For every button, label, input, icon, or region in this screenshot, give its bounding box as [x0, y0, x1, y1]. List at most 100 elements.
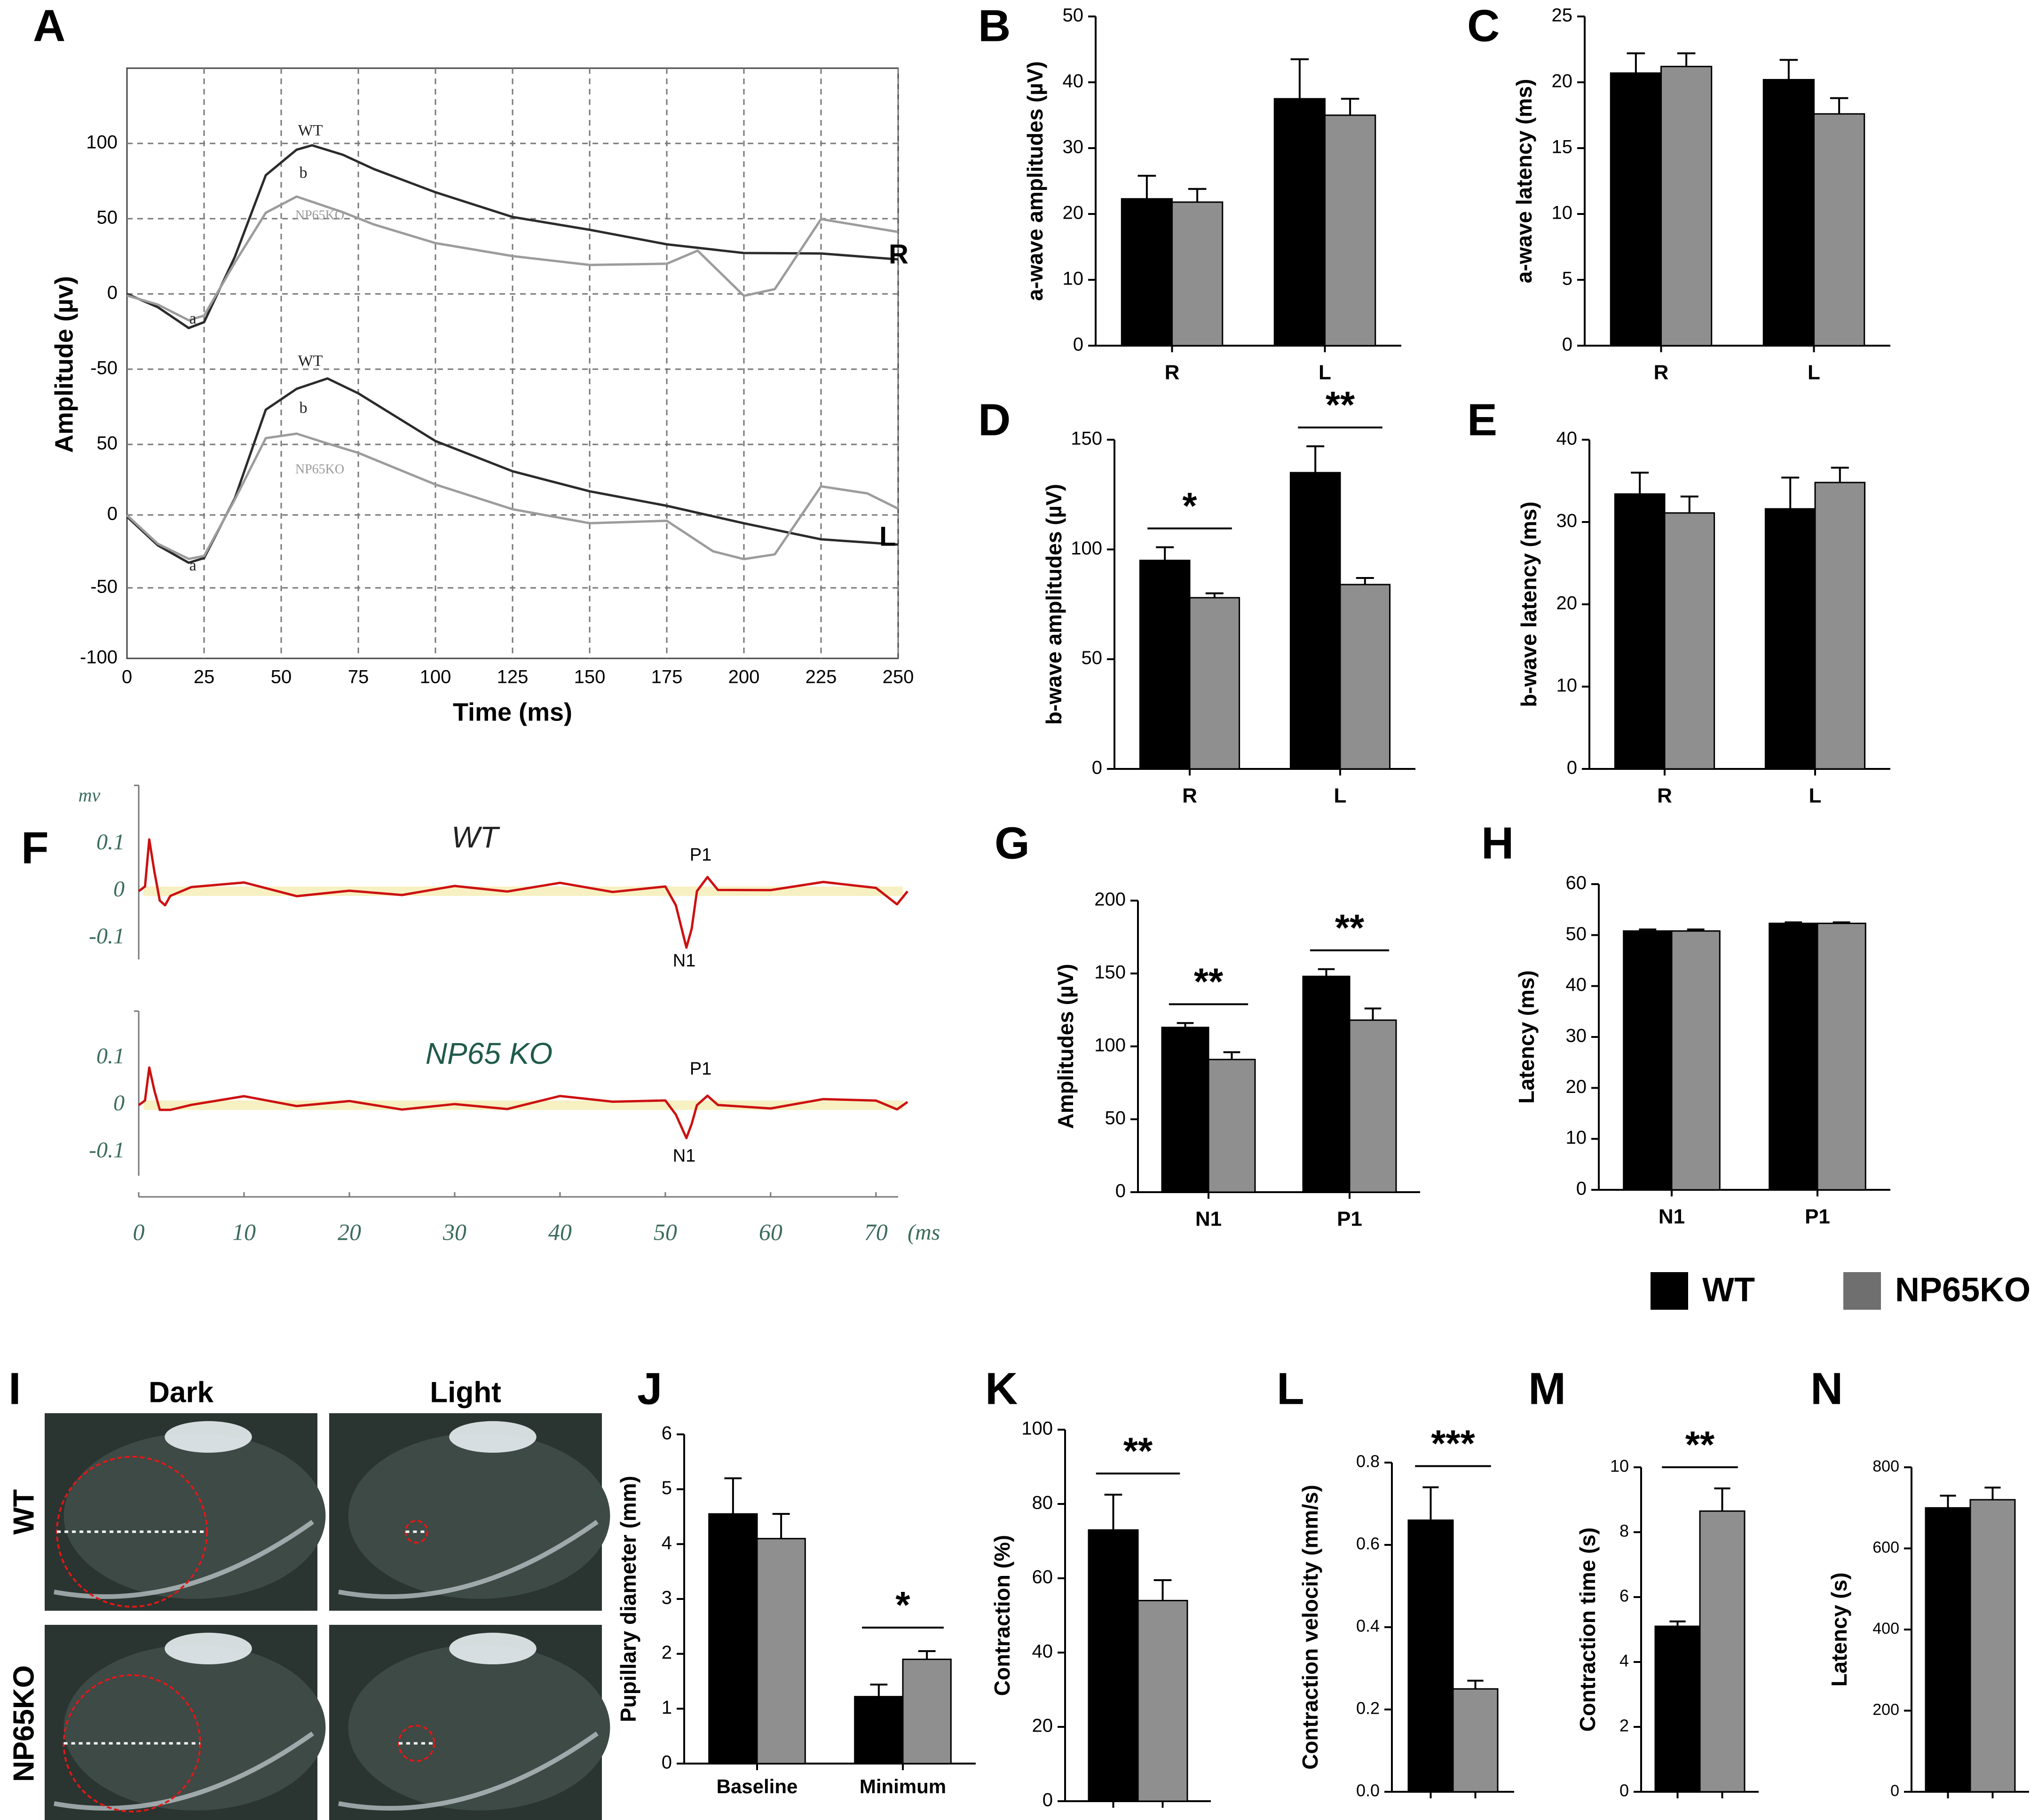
bar-np65ko-value: [1699, 1510, 1746, 1793]
y-tick-label: -0.1: [89, 1138, 125, 1163]
x-tick-label: 60: [759, 1219, 782, 1245]
x-tick-label: 0: [133, 1219, 145, 1245]
y-tick-label: 150: [1071, 428, 1102, 449]
trace-label: WT: [298, 122, 323, 139]
y-tick-label: 2: [1619, 1716, 1629, 1735]
x-tick-label: 30: [442, 1219, 466, 1245]
y-tick-label: 1: [662, 1697, 672, 1718]
significance-marker: **: [1194, 961, 1224, 1003]
bar-wt-r: [1121, 198, 1173, 347]
bar-wt-l: [1762, 79, 1815, 347]
channel-label-l: L: [879, 521, 896, 552]
bar-np65ko-n1: [1671, 930, 1721, 1191]
x-tick-label: L: [1319, 361, 1331, 384]
y-tick-label: 0: [1567, 758, 1577, 778]
y-tick-label: 0: [1562, 334, 1572, 355]
x-tick-label: P1: [1337, 1208, 1362, 1231]
trace-np65-ko: [138, 1066, 908, 1139]
eyelid-edge: [54, 1731, 314, 1811]
panel-I-eye-photos: Dark Light WT NP65KO: [8, 1376, 610, 1820]
y-tick-label: 0: [107, 504, 118, 524]
significance-marker: **: [1326, 384, 1355, 426]
y-tick-label: 0: [1619, 1781, 1629, 1800]
x-tick-label: 150: [574, 667, 606, 688]
y-tick-label: 200: [1094, 889, 1126, 910]
panel-letter-G: G: [995, 818, 1030, 868]
trace-label: NP65KO: [295, 208, 344, 222]
y-tick-label: 400: [1872, 1620, 1899, 1638]
bar-np65ko-value: [1969, 1499, 2016, 1793]
y-axis-label: Contraction velocity (mm/s): [1298, 1485, 1322, 1770]
bar-np65ko-r: [1171, 201, 1224, 347]
y-tick-label: 50: [97, 433, 118, 454]
significance-marker: **: [1685, 1424, 1715, 1465]
x-tick-label: R: [1182, 784, 1197, 807]
y-tick-label: 0.8: [1356, 1452, 1380, 1471]
x-tick-label: Minimum: [860, 1775, 946, 1797]
x-tick-label: 10: [232, 1219, 256, 1245]
bar-wt-value: [1407, 1519, 1454, 1793]
x-tick-label: 20: [338, 1219, 361, 1245]
x-tick-label: L: [1808, 361, 1820, 384]
eye-reflection: [449, 1632, 537, 1664]
peak-label-n1: N1: [673, 951, 696, 971]
y-tick-label: 50: [1105, 1108, 1126, 1129]
y-tick-label: 0: [1576, 1179, 1587, 1199]
bar-np65ko-value: [1137, 1599, 1188, 1802]
eye-iris: [348, 1433, 610, 1599]
y-tick-label: 0: [107, 283, 118, 303]
y-tick-label: 20: [1552, 71, 1573, 92]
y-axis-label: Amplitudes (µV): [1053, 964, 1078, 1129]
pupil-ring: [404, 1519, 428, 1544]
y-axis-label: b-wave latency (ms): [1517, 501, 1541, 707]
y-tick-label: 100: [1021, 1418, 1053, 1439]
y-tick-label: 100: [1071, 538, 1102, 559]
trace-label: WT: [298, 352, 323, 370]
trace-wt: [138, 838, 908, 949]
x-tick-label: 200: [728, 667, 760, 688]
trace-wt-l: [126, 377, 899, 564]
x-tick-label: R: [1654, 361, 1669, 384]
column-label-dark: Dark: [149, 1376, 213, 1409]
bar-np65ko-r: [1189, 597, 1240, 770]
row-label-wt: WT: [8, 1489, 40, 1535]
panel-letter-J: J: [637, 1363, 662, 1414]
y-tick-label: 0: [1043, 1790, 1053, 1811]
significance-marker: *: [895, 1584, 910, 1626]
bar-np65ko-l: [1324, 114, 1376, 347]
x-tick-label: 40: [548, 1219, 572, 1245]
bar-wt-r: [1139, 560, 1191, 770]
bar-np65ko-baseline: [756, 1538, 806, 1765]
x-tick-label: N1: [1195, 1208, 1222, 1231]
bar-np65ko-l: [1339, 584, 1391, 770]
panel-letter-M: M: [1528, 1363, 1566, 1414]
y-axis-label: a-wave amplitudes (µV): [1023, 61, 1047, 301]
x-tick-label: 50: [654, 1219, 677, 1245]
trace-label: NP65KO: [295, 462, 344, 476]
peak-label-p1: P1: [690, 1059, 711, 1079]
panel-L-bar-chart: 0.0 0.2 0.4 0.6 0.8 Contraction velocity (mm/…: [1298, 1423, 1514, 1800]
pupil-ring: [397, 1725, 435, 1762]
eye-iris: [63, 1433, 326, 1599]
y-axis-label: Pupillary diameter (mm): [616, 1476, 640, 1722]
panel-F-vep-traces: mv 0.1 0 -0.1 WT P1 N1 0.1 0 -0.1 NP65 KO P1 N1 0 10 20…: [79, 784, 940, 1245]
y-tick-label: 40: [1063, 71, 1084, 92]
y-tick-label: 600: [1872, 1538, 1899, 1556]
y-tick-label: 10: [1610, 1456, 1629, 1476]
peak-label-n1: N1: [673, 1146, 696, 1166]
y-tick-label: 2: [662, 1642, 672, 1663]
y-tick-label: 0: [1073, 334, 1083, 355]
bar-wt-n1: [1161, 1027, 1209, 1193]
eye-photo-np65ko-dark: [45, 1625, 326, 1820]
bar-wt-value: [1925, 1507, 1971, 1793]
group-label: WT: [451, 820, 500, 854]
bar-wt-n1: [1623, 930, 1673, 1191]
y-tick-label: 0.1: [96, 1044, 125, 1068]
bar-np65ko-value: [1452, 1688, 1499, 1793]
x-tick-label: 100: [420, 667, 451, 688]
x-tick-label: 250: [883, 667, 914, 688]
bar-wt-minimum: [854, 1696, 904, 1765]
y-tick-label: 30: [1556, 511, 1578, 531]
panel-G-bar-chart: 0 50 100 150 200 Amplitudes (µV) N1 ** P1 **: [1053, 889, 1420, 1231]
